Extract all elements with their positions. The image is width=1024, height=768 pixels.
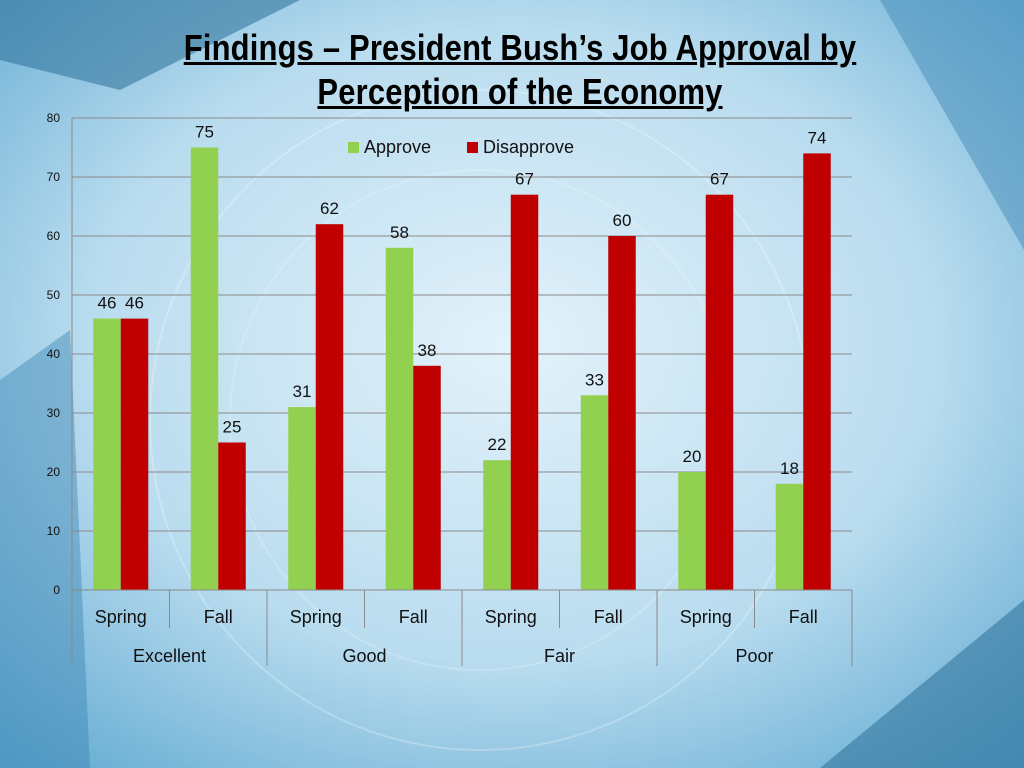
disapprove-bar (510, 194, 539, 590)
y-tick-label: 10 (47, 524, 61, 538)
x-group-label: Excellent (133, 646, 206, 666)
data-label: 46 (98, 294, 117, 313)
legend-label-approve: Approve (364, 137, 431, 157)
y-tick-label: 60 (47, 229, 61, 243)
approve-bar (483, 460, 511, 590)
x-category-label: Fall (594, 607, 623, 627)
x-category-label: Fall (204, 607, 233, 627)
data-label: 46 (125, 294, 144, 313)
x-category-label: Spring (95, 607, 147, 627)
y-tick-label: 30 (47, 406, 61, 420)
data-label: 62 (320, 199, 339, 218)
y-tick-label: 50 (47, 288, 61, 302)
bars (93, 147, 831, 591)
data-label: 18 (780, 459, 799, 478)
y-tick-label: 0 (53, 583, 60, 597)
x-group-label: Poor (735, 646, 773, 666)
x-group-label: Good (342, 646, 386, 666)
y-tick-label: 40 (47, 347, 61, 361)
approve-bar (385, 247, 414, 591)
disapprove-bar (315, 224, 344, 590)
data-label: 67 (710, 170, 729, 189)
data-label: 31 (293, 382, 312, 401)
disapprove-bar (120, 318, 149, 590)
data-label: 74 (808, 128, 827, 147)
y-tick-label: 70 (47, 170, 61, 184)
data-labels: 46 46 75 25 31 62 58 38 22 67 33 60 20 67 18 74 (98, 123, 827, 478)
disapprove-bar (803, 153, 831, 590)
data-label: 33 (585, 370, 604, 389)
data-label: 22 (488, 435, 507, 454)
gridlines (71, 117, 852, 591)
data-label: 38 (418, 341, 437, 360)
slide-title: Findings – President Bush’s Job Approval… (183, 27, 857, 112)
data-label: 60 (613, 211, 632, 230)
legend: Approve Disapprove (348, 137, 574, 157)
x-category-label: Fall (399, 607, 428, 627)
legend-label-disapprove: Disapprove (483, 137, 574, 157)
y-tick-label: 80 (47, 111, 61, 125)
data-label: 25 (223, 418, 242, 437)
legend-swatch-approve (348, 142, 359, 153)
approve-bar (288, 407, 316, 590)
approve-bar (775, 483, 804, 590)
x-category-label: Spring (485, 607, 537, 627)
x-axis: Spring Fall Spring Fall Spring Fall Spring Fall… (71, 589, 853, 666)
y-tick-label: 20 (47, 465, 61, 479)
disapprove-bar (413, 365, 441, 590)
data-label: 75 (195, 123, 214, 142)
approve-bar (190, 147, 219, 590)
data-label: 67 (515, 170, 534, 189)
approve-bar (678, 472, 706, 590)
x-group-label: Fair (544, 646, 575, 666)
x-category-label: Spring (680, 607, 732, 627)
x-category-label: Fall (789, 607, 818, 627)
disapprove-bar (218, 442, 246, 590)
y-axis-ticks: 0 10 20 30 40 50 60 70 80 (47, 111, 61, 597)
data-label: 58 (390, 223, 409, 242)
approve-bar (93, 318, 121, 590)
x-category-label: Spring (290, 607, 342, 627)
approve-bar (580, 395, 609, 590)
legend-swatch-disapprove (467, 142, 478, 153)
disapprove-bar (705, 194, 734, 590)
disapprove-bar (608, 236, 636, 590)
data-label: 20 (683, 447, 702, 466)
